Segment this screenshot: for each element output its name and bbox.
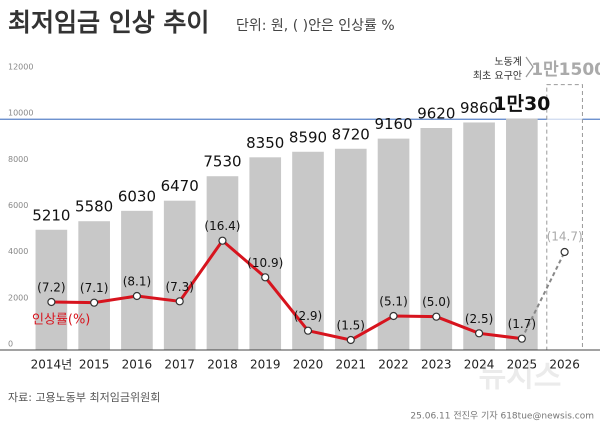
y-tick-label: 6000 (8, 201, 28, 210)
projection-point (560, 247, 569, 257)
rate-label: (5.1) (379, 295, 407, 309)
bar (506, 118, 538, 351)
x-tick-label: 2024 (464, 358, 495, 372)
demand-note: 노동계 (494, 56, 522, 68)
x-tick-label: 2020 (293, 358, 324, 372)
x-tick-label: 2022 (378, 358, 409, 372)
y-tick-label: 2000 (8, 293, 28, 302)
demand-bar (546, 84, 583, 351)
rate-point (218, 236, 227, 245)
x-tick-label: 2014년 (31, 358, 73, 372)
chart-subtitle: 단위: 원, ( )안은 인상률 % (236, 18, 395, 34)
value-label: 8350 (246, 134, 284, 152)
value-label: 9620 (417, 105, 455, 123)
x-tick-label: 2017 (164, 358, 195, 372)
credit: 25.06.11 전진우 기자 618tue@newsis.com (410, 411, 594, 422)
projection-label: (14.7) (547, 230, 583, 244)
bar (206, 176, 239, 350)
x-tick-label: 2016 (122, 358, 153, 372)
rate-point (389, 311, 398, 321)
series-label: 인상률(%) (32, 313, 90, 328)
rate-label: (5.0) (422, 295, 450, 309)
y-tick-label: 10000 (8, 109, 33, 118)
rate-point (303, 326, 313, 335)
rate-point (346, 335, 355, 345)
rate-label: (1.7) (508, 317, 536, 331)
y-tick-label: 8000 (8, 155, 28, 164)
bar (463, 122, 495, 350)
rate-point (90, 298, 99, 307)
bar (334, 148, 367, 350)
rate-label: (7.2) (37, 281, 65, 295)
projection-line (520, 251, 566, 340)
x-tick-label: 2018 (207, 358, 238, 372)
demand-label: 1만1500 (531, 60, 600, 80)
watermark: 뉴시스 (479, 360, 562, 395)
rate-point (132, 291, 142, 301)
source: 자료: 고용노동부 최저임금위원회 (8, 391, 160, 404)
bar (163, 200, 196, 350)
rate-point (474, 329, 484, 338)
rate-label: (8.1) (123, 275, 151, 289)
rate-label: (10.9) (247, 256, 283, 270)
rate-line (51, 238, 523, 342)
x-tick-label: 2026 (549, 358, 580, 372)
rate-label: (2.9) (294, 309, 322, 323)
x-tick-label: 2021 (335, 358, 366, 372)
rate-point (432, 312, 441, 321)
value-label: 7530 (203, 153, 241, 171)
chart-title: 최저임금 인상 추이 (8, 8, 209, 37)
demand-note: 최초 요구안 (473, 70, 522, 82)
value-label: 6030 (118, 187, 156, 205)
bar (35, 229, 68, 350)
value-label: 9160 (374, 115, 412, 133)
rate-point (175, 297, 184, 306)
rate-label: (7.3) (165, 280, 193, 294)
value-label: 9860 (460, 99, 498, 117)
value-label: 5210 (32, 206, 70, 224)
value-label: 6470 (161, 177, 199, 195)
rate-label: (7.1) (80, 281, 108, 295)
x-tick-label: 2023 (421, 358, 452, 372)
bar (249, 157, 282, 350)
rate-point (517, 334, 526, 343)
rate-label: (16.4) (204, 219, 240, 233)
y-tick-label: 0 (8, 340, 13, 349)
value-label: 1만30 (493, 93, 550, 115)
bracket (525, 56, 534, 78)
value-label: 8590 (289, 128, 327, 146)
x-tick-label: 2015 (79, 358, 110, 372)
y-tick-label: 4000 (8, 247, 28, 256)
y-tick-label: 12000 (8, 63, 33, 72)
rate-point (47, 297, 56, 307)
bar (121, 210, 153, 350)
value-label: 5580 (75, 198, 113, 216)
value-label: 8720 (332, 125, 370, 143)
rate-point (261, 273, 270, 282)
x-tick-label: 2019 (250, 358, 281, 372)
rate-label: (2.5) (465, 312, 493, 326)
bar (78, 221, 110, 350)
rate-label: (1.5) (337, 319, 365, 333)
x-tick-label: 2025 (507, 358, 538, 372)
